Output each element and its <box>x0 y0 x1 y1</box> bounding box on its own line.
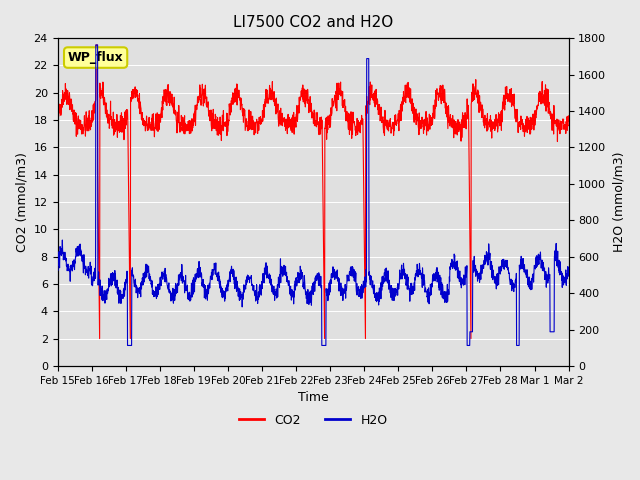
Title: LI7500 CO2 and H2O: LI7500 CO2 and H2O <box>233 15 393 30</box>
X-axis label: Time: Time <box>298 391 328 404</box>
Legend: CO2, H2O: CO2, H2O <box>234 409 392 432</box>
Y-axis label: CO2 (mmol/m3): CO2 (mmol/m3) <box>15 152 28 252</box>
Y-axis label: H2O (mmol/m3): H2O (mmol/m3) <box>612 152 625 252</box>
Text: WP_flux: WP_flux <box>68 51 124 64</box>
